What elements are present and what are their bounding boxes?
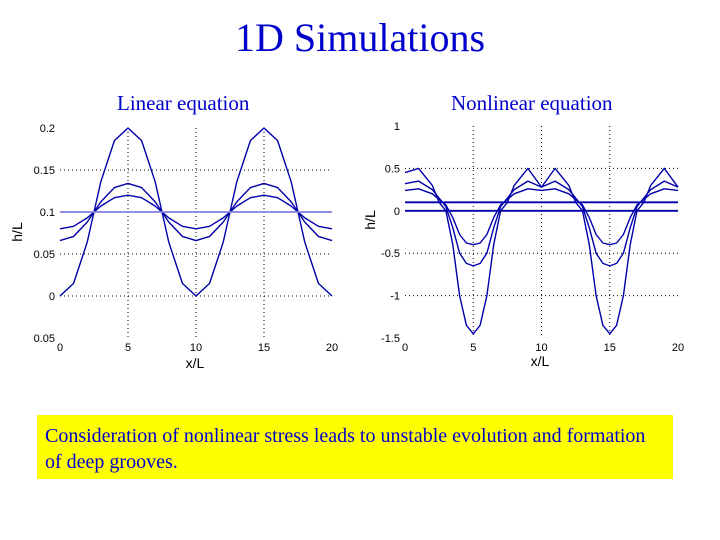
- nonlinear-xtick-label: 10: [535, 342, 547, 354]
- nonlinear-series-2: [404, 188, 679, 246]
- linear-xlabel: x/L: [186, 355, 205, 371]
- nonlinear-xtick-label: 20: [672, 342, 684, 354]
- nonlinear-ytick-label: -1: [390, 291, 400, 303]
- nonlinear-ytick-label: 0: [394, 206, 400, 218]
- linear-series-0: [59, 127, 333, 297]
- nonlinear-xlabel: x/L: [531, 353, 550, 369]
- nonlinear-xtick-label: 0: [402, 342, 408, 354]
- nonlinear-xtick-label: 15: [604, 342, 616, 354]
- caption-box: Consideration of nonlinear stress leads …: [37, 415, 673, 479]
- nonlinear-xtick-label: 5: [470, 342, 476, 354]
- nonlinear-ytick-label: -1.5: [381, 333, 400, 345]
- linear-ytick-label: 0.05: [34, 333, 55, 345]
- right-chart-subtitle: Nonlinear equation: [451, 91, 613, 115]
- linear-ytick-label: 0.15: [34, 165, 55, 177]
- linear-series-1: [59, 182, 333, 242]
- nonlinear-ytick-label: 0.5: [385, 163, 400, 175]
- nonlinear-ytick-label: 1: [394, 121, 400, 133]
- nonlinear-series-1: [404, 180, 679, 267]
- linear-ytick-label: 0.2: [40, 123, 55, 135]
- linear-ytick-label: 0: [49, 291, 55, 303]
- linear-series-2: [59, 194, 333, 230]
- linear-xtick-label: 5: [125, 342, 131, 354]
- linear-xtick-label: 20: [326, 342, 338, 354]
- nonlinear-ytick-label: -0.5: [381, 248, 400, 260]
- linear-ytick-label: 0.1: [40, 207, 55, 219]
- left-chart-subtitle: Linear equation: [117, 91, 250, 115]
- linear-xtick-label: 0: [57, 342, 63, 354]
- nonlinear-ylabel: h/L: [362, 210, 378, 230]
- nonlinear-series-0: [404, 167, 679, 335]
- linear-ylabel: h/L: [9, 222, 25, 242]
- linear-ytick-label: 0.05: [34, 249, 55, 261]
- slide-title: 1D Simulations: [234, 15, 486, 60]
- linear-xtick-label: 15: [258, 342, 270, 354]
- linear-xtick-label: 10: [190, 342, 202, 354]
